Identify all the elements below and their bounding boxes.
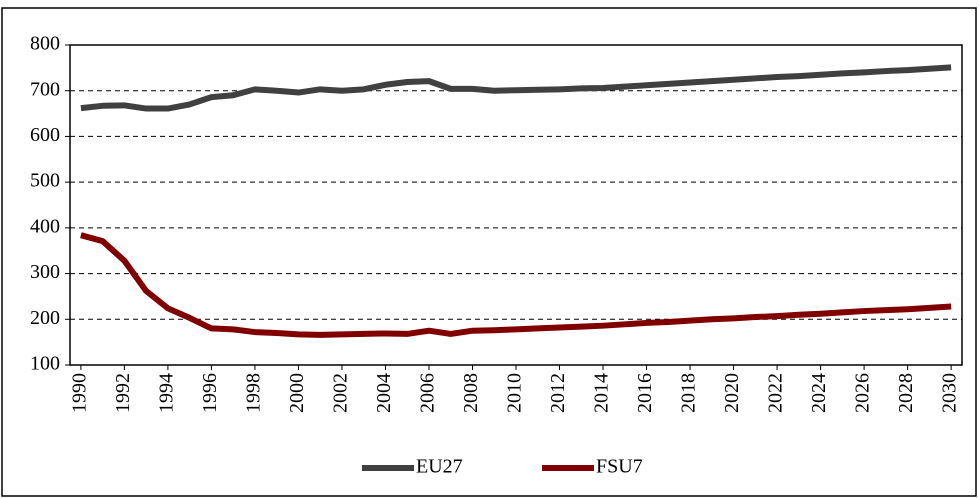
x-tick-label: 1992 [112, 373, 134, 413]
series-line [80, 64, 952, 112]
x-tick-label: 2012 [547, 373, 569, 413]
y-tick-label: 100 [30, 353, 60, 375]
x-tick-label: 1998 [243, 373, 265, 413]
x-tick-label: 2006 [417, 373, 439, 413]
x-tick-label: 2008 [460, 373, 482, 413]
x-tick-label: 2014 [591, 373, 613, 413]
y-tick-label: 800 [30, 33, 60, 55]
x-tick-label: 1996 [199, 373, 221, 413]
x-tick-label: 2020 [721, 373, 743, 413]
y-tick-label: 400 [30, 215, 60, 237]
legend-label: EU27 [416, 456, 463, 478]
x-tick-label: 2024 [808, 373, 830, 413]
x-tick-label: 2018 [678, 373, 700, 413]
series-line [80, 232, 952, 338]
x-tick-label: 1990 [68, 373, 90, 413]
y-tick-label: 200 [30, 307, 60, 329]
y-tick-label: 700 [30, 78, 60, 100]
x-tick-label: 2028 [895, 373, 917, 413]
x-tick-label: 2010 [504, 373, 526, 413]
x-tick-label: 2026 [852, 373, 874, 413]
legend-label: FSU7 [596, 456, 643, 478]
chart-border [1, 7, 977, 497]
x-tick-label: 2004 [373, 373, 395, 413]
x-tick-label: 1994 [155, 373, 177, 413]
x-tick-label: 2000 [286, 373, 308, 413]
y-tick-label: 600 [30, 124, 60, 146]
y-tick-label: 500 [30, 170, 60, 192]
y-tick-label: 300 [30, 261, 60, 283]
x-tick-label: 2002 [330, 373, 352, 413]
x-tick-label: 2022 [765, 373, 787, 413]
x-tick-label: 2016 [634, 373, 656, 413]
x-tick-label: 2030 [939, 373, 961, 413]
